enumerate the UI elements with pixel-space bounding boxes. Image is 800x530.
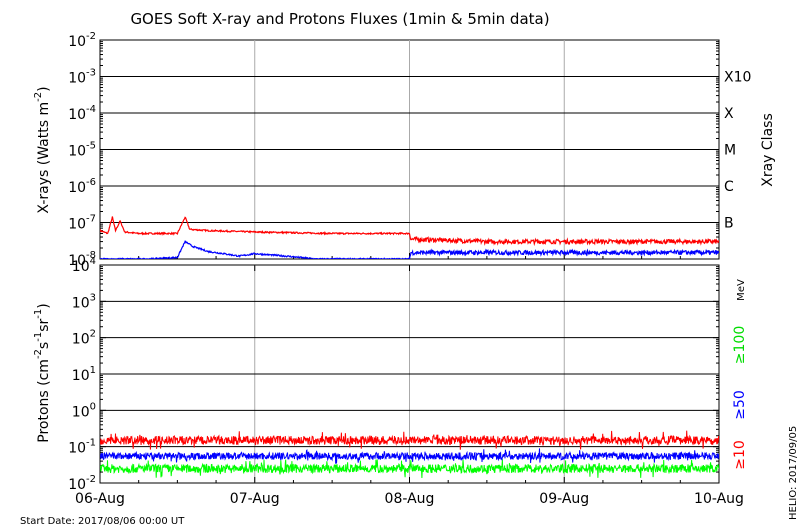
protons-ytick-label-base: 10 [68,441,86,457]
start-date: Start Date: 2017/08/06 00:00 UT [20,516,185,527]
protons-ytick-label-base: 10 [72,295,90,311]
proton-series-2 [100,430,719,450]
proton-ylabel-mid2: sr [36,318,52,331]
protons-ytick-label-base: 10 [72,259,90,275]
xrays-ytick-label: 10-5 [68,141,96,160]
proton-ylabel-exp3: -1 [33,309,44,319]
xrays-ytick-label-base: 10 [68,253,86,269]
xray-series-0 [100,216,719,247]
xrays-ytick-label-exp: -5 [86,141,96,152]
xrays-ytick-label-base: 10 [68,217,86,233]
proton-series-0 [100,459,719,479]
proton-ylabel-exp1: -2 [33,349,44,359]
proton-series-1 [100,448,719,464]
protons-ytick-label: 10-1 [68,438,96,457]
xrays-ytick-label-exp: -6 [86,177,96,188]
credit-label: HELIO: 2017/09/05 [788,426,799,520]
x-tick-label: 07-Aug [230,491,280,507]
protons-ytick-label-exp: 1 [90,365,96,376]
xray-ylabel-close: ) [36,86,52,91]
energy-unit-label: MeV [736,279,747,301]
protons-ytick-label-exp: 4 [90,256,96,267]
flare-class-x: X [724,106,734,122]
energy-label-2: ≥10 [732,440,748,470]
protons-ytick-label: 103 [72,292,96,311]
xrays-ytick-label-base: 10 [68,107,86,123]
xray-series-1 [100,240,719,259]
xrays-ytick-label-exp: -7 [86,214,96,225]
protons-ytick-label-base: 10 [72,368,90,384]
protons-ytick-label-exp: 0 [90,401,96,412]
protons-ytick-label-base: 10 [72,332,90,348]
xrays-ytick-label: 10-4 [68,104,96,123]
protons-ytick-label-exp: 2 [90,329,96,340]
proton-ylabel-main: Protons (cm [36,359,52,443]
xrays-ytick-label: 10-3 [68,68,96,87]
protons-ytick-label-base: 10 [68,477,86,493]
protons-ytick-label: 10-2 [68,474,96,493]
xrays-ytick-label-base: 10 [68,71,86,87]
xrays-ytick-label-base: 10 [68,180,86,196]
protons-ytick-label-base: 10 [72,404,90,420]
energy-label-1: ≥50 [732,390,748,420]
x-tick-label: 06-Aug [75,491,125,507]
flare-class-c: C [724,179,734,195]
xray-panel: 10-810-710-610-510-410-310-2BCMXX10Xray … [33,31,776,269]
x-tick-label: 08-Aug [385,491,435,507]
protons-ytick-label-exp: 3 [90,292,96,303]
proton-ylabel-mid1: s [36,342,52,349]
proton-ylabel-close: ) [36,303,52,308]
energy-label-0: ≥100 [732,326,748,364]
xrays-ytick-label: 10-6 [68,177,96,196]
xrays-ytick-label: 10-2 [68,31,96,50]
chart-title: GOES Soft X-ray and Protons Fluxes (1min… [130,10,549,28]
xray-ylabel-main: X-rays (Watts m [36,102,52,214]
x-tick-label: 10-Aug [694,491,744,507]
xrays-ytick-label-exp: -4 [86,104,96,115]
flare-class-b: B [724,216,734,232]
xrays-ytick-label-base: 10 [68,34,86,50]
proton-ylabel-exp2: -1 [33,332,44,342]
protons-ytick-label: 101 [72,365,96,384]
xray-class-axis-label: Xray Class [760,113,776,187]
xrays-ytick-label-exp: -2 [86,31,96,42]
protons-ytick-label: 102 [72,329,96,348]
flare-class-m: M [724,143,736,159]
protons-ytick-label-exp: -2 [86,474,96,485]
protons-ytick-label-exp: -1 [86,438,96,449]
protons-ytick-label: 100 [72,401,96,420]
xrays-ytick-label-exp: -3 [86,68,96,79]
flare-class-x10: X10 [724,70,751,86]
xray-ylabel: X-rays (Watts m-2) [33,86,52,213]
xray-ylabel-exp: -2 [33,92,44,102]
xrays-ytick-label: 10-7 [68,214,96,233]
xrays-ytick-label: 10-8 [68,250,96,269]
xrays-ytick-label-exp: -8 [86,250,96,261]
proton-ylabel: Protons (cm-2s-1sr-1) [33,303,52,442]
x-tick-label: 09-Aug [539,491,589,507]
protons-ytick-label: 104 [72,256,96,275]
xrays-ytick-label-base: 10 [68,144,86,160]
